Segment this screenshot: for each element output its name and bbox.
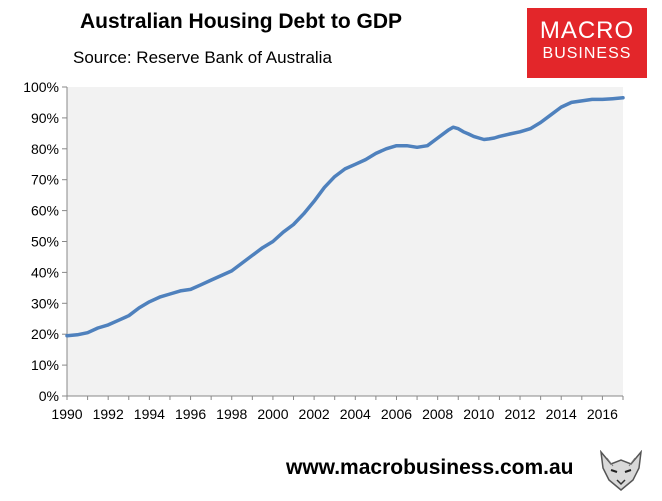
x-tick-label: 2006 xyxy=(381,406,412,422)
x-tick-label: 1994 xyxy=(134,406,165,422)
y-tick-label: 70% xyxy=(31,172,59,188)
x-tick-label: 1992 xyxy=(93,406,124,422)
y-tick-label: 100% xyxy=(23,79,59,95)
chart-title: Australian Housing Debt to GDP xyxy=(80,10,403,33)
x-axis: 1990 1992 1994 1996 1998 2000 2002 2004 2006 2008… xyxy=(51,395,624,422)
plot-area xyxy=(67,87,623,396)
y-tick-label: 10% xyxy=(31,357,59,373)
x-tick-label: 2000 xyxy=(257,406,288,422)
x-tick-label: 2008 xyxy=(422,406,453,422)
x-tick-label: 2012 xyxy=(504,406,535,422)
footer-url: www.macrobusiness.com.au xyxy=(286,456,574,479)
y-tick-label: 50% xyxy=(31,234,59,250)
series-layer xyxy=(65,96,625,338)
y-tick-label: 20% xyxy=(31,326,59,342)
x-tick-label: 2014 xyxy=(546,406,577,422)
fox-logo-icon xyxy=(599,450,643,491)
series-line-housing-debt xyxy=(65,96,625,338)
x-tick-label: 2016 xyxy=(587,406,618,422)
macrobusiness-logo: MACRO BUSINESS xyxy=(527,8,647,78)
logo-line-1: MACRO xyxy=(539,17,635,44)
logo-line-2: BUSINESS xyxy=(542,45,632,62)
x-tick-label: 2004 xyxy=(340,406,371,422)
chart-subtitle: Source: Reserve Bank of Australia xyxy=(73,48,332,67)
y-axis: 0% 10% 20% 30% 40% 50% 60% 70% 80% 90% 100% xyxy=(23,79,68,404)
y-tick-label: 0% xyxy=(39,388,59,404)
x-tick-label: 1990 xyxy=(51,406,82,422)
x-tick-label: 2010 xyxy=(463,406,494,422)
y-tick-label: 60% xyxy=(31,203,59,219)
x-tick-label: 2002 xyxy=(299,406,330,422)
y-tick-label: 40% xyxy=(31,264,59,280)
x-tick-label: 1996 xyxy=(175,406,206,422)
y-tick-label: 80% xyxy=(31,141,59,157)
y-tick-label: 30% xyxy=(31,295,59,311)
x-tick-label: 1998 xyxy=(216,406,247,422)
y-tick-label: 90% xyxy=(31,110,59,126)
